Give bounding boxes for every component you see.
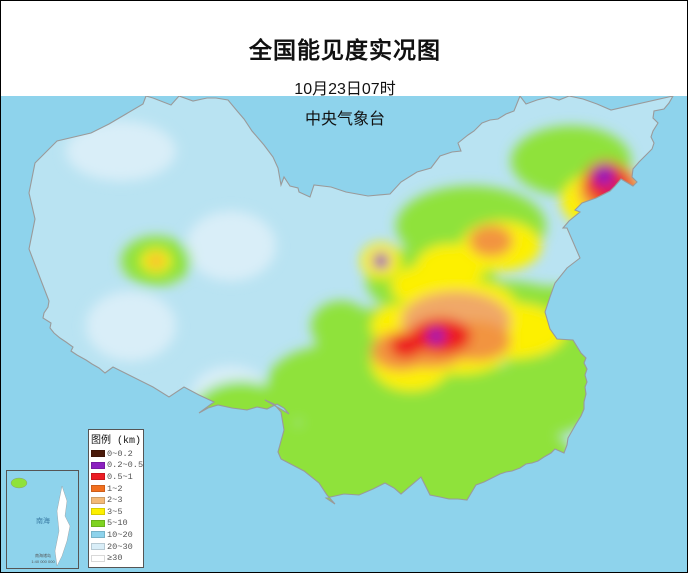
svg-text:南海: 南海 xyxy=(36,516,50,525)
svg-text:1:40 000 000: 1:40 000 000 xyxy=(31,559,55,564)
svg-text:南海诸岛: 南海诸岛 xyxy=(35,552,51,558)
